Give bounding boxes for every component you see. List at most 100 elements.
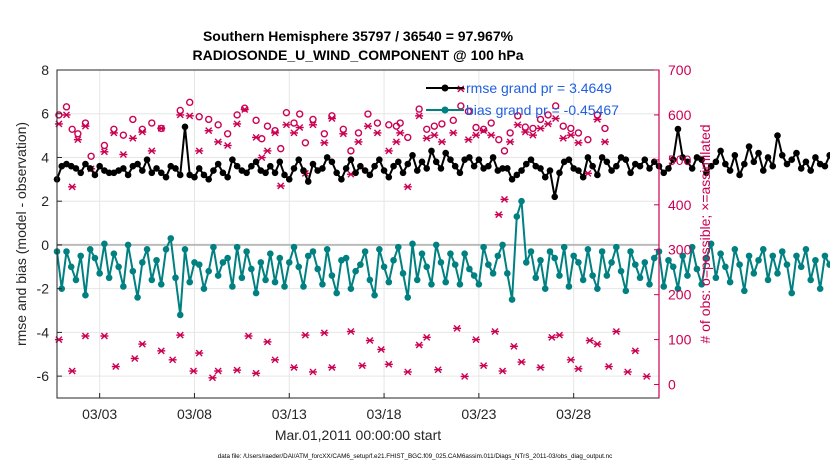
- rmse-point: [86, 165, 94, 172]
- x-tick-label: 03/23: [461, 406, 496, 422]
- rmse-point: [418, 158, 426, 166]
- rmse-point: [139, 167, 146, 174]
- bias-point: [489, 270, 497, 277]
- bias-point: [793, 252, 800, 260]
- obs-assimilated-marker: [604, 363, 613, 371]
- rmse-point: [518, 167, 525, 174]
- obs-assimilated-marker: [559, 134, 568, 142]
- rmse-point: [233, 162, 241, 170]
- obs-assimilated-marker: [244, 332, 253, 340]
- obs-possible-marker: [457, 102, 465, 110]
- obs-assimilated-marker: [157, 347, 166, 355]
- obs-assimilated-marker: [585, 336, 594, 344]
- obs-assimilated-marker: [233, 120, 242, 128]
- rmse-point: [252, 158, 260, 166]
- obs-possible-marker: [529, 124, 537, 133]
- rmse-point: [243, 169, 250, 177]
- obs-possible-marker: [204, 115, 213, 124]
- rmse-series: [53, 123, 830, 201]
- y-left-tick-label: 8: [41, 62, 49, 78]
- y-axis-left: -6 -4 -2 0 2 4 6 8: [37, 62, 62, 384]
- obs-assimilated-marker: [111, 363, 120, 371]
- obs-assimilated-marker: [384, 360, 393, 368]
- rmse-point: [309, 160, 317, 168]
- obs-assimilated-marker: [263, 147, 272, 155]
- obs-possible-marker: [423, 125, 431, 134]
- rmse-point: [793, 149, 800, 157]
- obs-assimilated-marker: [208, 374, 217, 382]
- y-axis-left-label: rmse and bias (model - observation): [13, 122, 29, 346]
- bias-point: [622, 287, 630, 295]
- obs-possible-marker: [233, 111, 241, 119]
- bias-point: [328, 272, 336, 279]
- rmse-point: [665, 165, 672, 172]
- obs-possible-marker: [100, 141, 109, 150]
- obs-possible-marker: [415, 105, 423, 113]
- bias-point: [200, 285, 208, 292]
- bias-point: [86, 246, 94, 253]
- obs-assimilated-marker: [631, 347, 640, 355]
- bias-point: [110, 250, 118, 257]
- obs-possible-marker: [195, 113, 203, 121]
- obs-possible-marker: [514, 112, 522, 120]
- obs-assimilated-marker: [308, 121, 317, 129]
- obs-possible-marker: [263, 122, 272, 130]
- obs-assimilated-marker: [195, 147, 204, 155]
- bias-point: [238, 274, 246, 282]
- rmse-point: [679, 154, 687, 161]
- rmse-point: [143, 156, 151, 163]
- obs-assimilated-marker: [263, 338, 272, 346]
- obs-possible-marker: [464, 107, 473, 116]
- bias-point: [162, 246, 170, 253]
- bias-point: [371, 291, 378, 299]
- bias-point: [101, 240, 108, 248]
- obs-possible-marker: [601, 124, 609, 133]
- rmse-point: [347, 156, 355, 163]
- bias-point: [608, 259, 615, 266]
- rmse-point: [499, 165, 506, 172]
- rmse-point: [304, 178, 312, 185]
- bias-point: [551, 254, 559, 262]
- bias-point: [731, 246, 739, 253]
- y-left-tick-label: 4: [41, 149, 49, 165]
- rmse-point: [323, 154, 331, 161]
- bias-point: [703, 254, 710, 262]
- obs-assimilated-marker: [506, 138, 515, 146]
- bias-point: [399, 270, 407, 277]
- obs-possible-marker: [258, 135, 266, 143]
- obs-assimilated-marker: [536, 363, 545, 371]
- obs-assimilated-marker: [176, 111, 185, 119]
- obs-markers: [54, 85, 651, 382]
- y-left-tick-label: 0: [41, 237, 49, 253]
- bias-point: [77, 252, 85, 260]
- bias-point: [304, 252, 312, 260]
- bias-point: [461, 250, 468, 257]
- bias-point: [134, 294, 141, 301]
- rmse-point: [584, 154, 592, 161]
- obs-assimilated-marker: [494, 211, 503, 219]
- rmse-point: [366, 171, 374, 179]
- obs-possible-marker: [479, 125, 488, 134]
- rmse-point: [162, 173, 170, 181]
- obs-assimilated-marker: [233, 366, 242, 374]
- obs-assimilated-marker: [600, 138, 609, 146]
- bias-point: [357, 261, 364, 268]
- rmse-point: [731, 151, 739, 159]
- y-right-tick-label: 200: [668, 287, 692, 303]
- bias-point: [631, 261, 639, 268]
- rmse-point: [674, 125, 682, 133]
- y-right-tick-label: 700: [668, 62, 692, 78]
- rmse-point: [300, 167, 307, 174]
- obs-possible-marker: [347, 147, 355, 155]
- bias-point: [404, 294, 412, 301]
- bias-point: [617, 267, 625, 275]
- rmse-point: [371, 162, 378, 170]
- chart-title-line1: Southern Hemisphere 35797 / 36540 = 97.9…: [203, 28, 514, 44]
- obs-assimilated-marker: [109, 129, 118, 137]
- bias-point: [736, 261, 743, 268]
- obs-possible-marker: [176, 106, 184, 115]
- rmse-point: [703, 169, 710, 177]
- rmse-point: [736, 171, 743, 179]
- bias-point: [63, 248, 70, 255]
